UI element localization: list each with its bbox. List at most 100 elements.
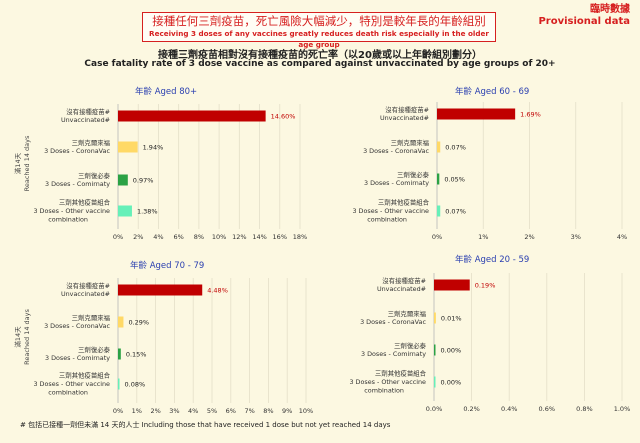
headline-banner: 接種任何三劑疫苗，死亡風險大幅減少，特別是較年長的年齡組別 Receiving …: [142, 12, 496, 49]
tick-label: 14%: [252, 233, 266, 241]
bar-3: [118, 174, 128, 186]
category-label-zh: 三劑克爾來福: [391, 138, 430, 147]
tick-label: 0.0%: [426, 405, 443, 413]
data-label: 0.08%: [125, 381, 146, 389]
tick-label: 0.6%: [539, 405, 556, 413]
category-label-en: 3 Doses - Comirnaty: [361, 350, 426, 358]
bar-4: [437, 205, 441, 217]
bar-1: [437, 108, 516, 120]
data-label: 0.05%: [444, 176, 465, 184]
data-label: 0.19%: [475, 282, 496, 290]
category-label-en: combination: [48, 388, 88, 396]
tick-label: 2%: [524, 233, 534, 241]
category-label-en: 3 Doses - Other vaccine: [33, 380, 110, 388]
tick-label: 4%: [188, 407, 198, 415]
data-label: 0.00%: [441, 379, 462, 387]
category-label-zh: 沒有接種疫苗#: [382, 276, 426, 285]
provisional-en: Provisional data: [538, 16, 630, 27]
bar-3: [434, 344, 436, 356]
y-axis-label-en: Reached 14 days: [23, 309, 31, 365]
tick-label: 5%: [207, 407, 217, 415]
tick-label: 1.0%: [614, 405, 631, 413]
bar-3: [118, 348, 121, 360]
y-axis-label: 滿14天 Reached 14 days: [13, 135, 31, 191]
tick-label: 8%: [194, 233, 204, 241]
category-label-en: 3 Doses - Comirnaty: [45, 180, 110, 188]
category-label-zh: 三劑其他疫苗組合: [375, 369, 427, 378]
bar-2: [118, 141, 138, 153]
tick-label: 0.8%: [576, 405, 593, 413]
tick-label: 0.2%: [463, 405, 480, 413]
chart-aged-70-79: 年齡 Aged 70 - 79 0% 1% 2% 3% 4% 5% 6% 7% 8% 9% 10% 滿1…: [13, 260, 313, 415]
headline-en: Receiving 3 doses of any vaccines greatl…: [149, 29, 489, 49]
category-label-en: 3 Doses - Other vaccine: [33, 207, 110, 215]
bar-1: [118, 284, 203, 296]
bar-1: [434, 279, 470, 291]
provisional-zh: 臨時數據: [590, 4, 630, 15]
data-label: 14.60%: [271, 113, 296, 121]
tick-label: 1%: [132, 407, 142, 415]
category-label-zh: 沒有接種疫苗#: [385, 105, 429, 114]
tick-label: 2%: [150, 407, 160, 415]
panel-title: 年齡 Aged 70 - 79: [130, 260, 204, 271]
tick-label: 3%: [571, 233, 581, 241]
tick-label: 0%: [113, 233, 123, 241]
category-label-en: Unvaccinated#: [61, 290, 110, 298]
tick-label: 7%: [244, 407, 254, 415]
bar-4: [434, 376, 436, 388]
panel-title: 年齡 Aged 80+: [135, 86, 197, 97]
tick-label: 4%: [153, 233, 163, 241]
y-axis-label-zh: 滿14天: [13, 152, 22, 174]
data-label: 1.38%: [137, 208, 158, 216]
category-label-zh: 三劑克爾來福: [72, 138, 111, 147]
headline-zh: 接種任何三劑疫苗，死亡風險大幅減少，特別是較年長的年齡組別: [152, 14, 486, 28]
bar-4: [118, 378, 120, 390]
bar-4: [118, 205, 132, 217]
data-label: 0.15%: [126, 351, 147, 359]
category-label-en: combination: [367, 215, 407, 223]
panel-title: 年齡 Aged 60 - 69: [455, 86, 529, 97]
category-label-en: 3 Doses - Other vaccine: [349, 378, 426, 386]
bar-2: [437, 141, 441, 153]
category-label-zh: 三劑其他疫苗組合: [378, 198, 430, 207]
category-label-en: 3 Doses - CoronaVac: [44, 147, 110, 155]
chart-title-en: Case fatality rate of 3 dose vaccine as …: [84, 59, 556, 69]
y-axis-label-zh: 滿14天: [13, 326, 22, 348]
chart-title-zh: 接種三劑疫苗相對沒有接種疫苗的死亡率（以20歲或以上年齡組別劃分）: [158, 50, 482, 61]
tick-label: 2%: [133, 233, 143, 241]
tick-label: 0%: [113, 407, 123, 415]
chart-aged-20-59: 年齡 Aged 20 - 590.0%0.2%0.4%0.6%0.8%1.0%滿…: [349, 254, 631, 413]
chart-aged-80-plus: 年齡 Aged 80+ 0% 2% 4% 6% 8% 10% 12% 14% 16% 18% 滿14天…: [13, 86, 307, 241]
category-label-en: combination: [48, 215, 88, 223]
category-label-zh: 三劑其他疫苗組合: [59, 198, 111, 207]
category-label-zh: 沒有接種疫苗#: [66, 281, 110, 290]
data-label: 0.01%: [441, 315, 462, 323]
tick-label: 10%: [212, 233, 226, 241]
tick-label: 4%: [617, 233, 627, 241]
data-label: 0.07%: [445, 144, 466, 152]
bar-2: [118, 316, 124, 328]
category-label-en: 3 Doses - CoronaVac: [360, 318, 426, 326]
panel-title: 年齡 Aged 20 - 59: [455, 254, 529, 265]
tick-label: 16%: [273, 233, 287, 241]
data-label: 4.48%: [207, 287, 228, 295]
category-label-en: 3 Doses - Other vaccine: [352, 207, 429, 215]
category-label-zh: 三劑其他疫苗組合: [59, 371, 111, 380]
category-label-en: 3 Doses - Comirnaty: [364, 179, 429, 187]
tick-label: 0%: [432, 233, 442, 241]
category-label-zh: 三劑復必泰: [394, 341, 427, 350]
provisional-label: 臨時數據 Provisional data: [538, 3, 630, 28]
category-label-zh: 三劑復必泰: [397, 170, 430, 179]
category-label-en: 3 Doses - CoronaVac: [44, 322, 110, 330]
category-label-zh: 三劑克爾來福: [72, 313, 111, 322]
category-label-en: 3 Doses - Comirnaty: [45, 354, 110, 362]
tick-label: 1%: [478, 233, 488, 241]
tick-label: 3%: [169, 407, 179, 415]
category-label-en: Unvaccinated#: [380, 114, 429, 122]
category-label-zh: 三劑克爾來福: [388, 309, 427, 318]
data-label: 0.07%: [445, 208, 466, 216]
data-label: 0.00%: [441, 347, 462, 355]
y-axis-label-en: Reached 14 days: [23, 135, 31, 191]
category-label-en: 3 Doses - CoronaVac: [363, 147, 429, 155]
category-label-en: Unvaccinated#: [61, 116, 110, 124]
